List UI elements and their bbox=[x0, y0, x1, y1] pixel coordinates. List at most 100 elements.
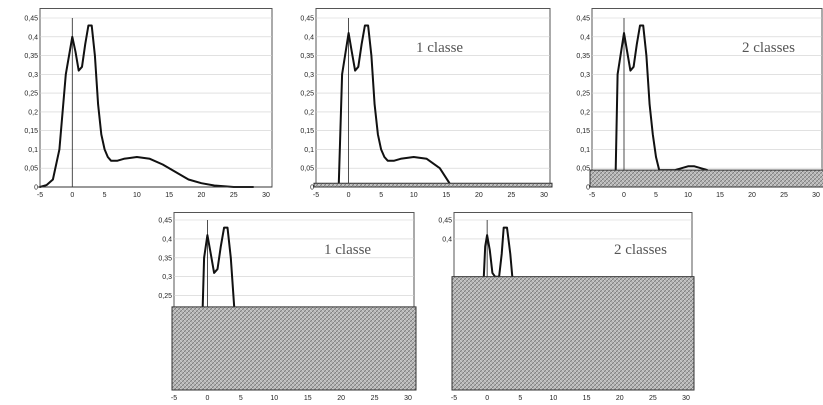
x-tick-label: 30 bbox=[262, 192, 270, 199]
y-tick-label: 0,2 bbox=[304, 109, 314, 116]
x-tick-label: -5 bbox=[171, 395, 177, 402]
y-tick-label: 0,15 bbox=[576, 128, 590, 135]
y-tick-label: 0,35 bbox=[576, 53, 590, 60]
x-tick-label: 20 bbox=[616, 395, 624, 402]
x-tick-label: 30 bbox=[812, 192, 820, 199]
y-tick-label: 0,35 bbox=[24, 53, 38, 60]
x-tick-label: -5 bbox=[589, 192, 595, 199]
x-tick-label: 10 bbox=[133, 192, 141, 199]
y-tick-label: 0,45 bbox=[300, 16, 314, 23]
x-tick-label: 5 bbox=[103, 192, 107, 199]
y-tick-label: 0,1 bbox=[304, 147, 314, 154]
y-tick-label: 0,3 bbox=[162, 274, 172, 281]
x-tick-label: 30 bbox=[404, 395, 412, 402]
panel-label: 2 classes bbox=[614, 242, 667, 258]
y-tick-label: 0 bbox=[586, 185, 590, 192]
y-tick-label: 0,25 bbox=[24, 91, 38, 98]
panel-top-left: 0 0,05 0,1 0,15 0,2 0,25 0,3 0,35 0,4 0,45 -5 0 5 10 1… bbox=[10, 8, 273, 205]
density-curve bbox=[614, 24, 709, 172]
x-tick-label: 30 bbox=[682, 395, 690, 402]
density-curve bbox=[337, 24, 451, 185]
x-tick-label: 5 bbox=[379, 192, 383, 199]
y-tick-label: 0,05 bbox=[576, 166, 590, 173]
x-tick-label: 15 bbox=[716, 192, 724, 199]
x-tick-label: 20 bbox=[337, 395, 345, 402]
density-curve bbox=[39, 24, 255, 188]
panel-top-middle: 0 0,05 0,1 0,15 0,2 0,25 0,3 0,35 0,4 0,45 -5 0 5 10 1… bbox=[286, 8, 553, 205]
x-tick-label: 15 bbox=[304, 395, 312, 402]
y-tick-label: 0,45 bbox=[24, 16, 38, 23]
x-tick-label: 0 bbox=[485, 395, 489, 402]
hatched-threshold-region bbox=[589, 169, 823, 188]
y-tick-label: 0,3 bbox=[28, 72, 38, 79]
y-tick-label: 0,4 bbox=[162, 236, 172, 243]
x-tick-label: 20 bbox=[198, 192, 206, 199]
x-tick-label: 0 bbox=[70, 192, 74, 199]
plot-frame bbox=[591, 8, 823, 188]
y-tick-label: 0,4 bbox=[28, 34, 38, 41]
y-tick-label: 0,45 bbox=[438, 218, 452, 225]
x-tick-label: 5 bbox=[518, 395, 522, 402]
y-tick-label: 0,4 bbox=[442, 236, 452, 243]
panel-label: 1 classe bbox=[416, 40, 463, 56]
y-tick-label: 0 bbox=[34, 185, 38, 192]
y-tick-label: 0,05 bbox=[24, 166, 38, 173]
x-tick-label: 0 bbox=[205, 395, 209, 402]
y-tick-label: 0,4 bbox=[304, 34, 314, 41]
x-tick-label: 25 bbox=[371, 395, 379, 402]
y-tick-label: 0,35 bbox=[300, 53, 314, 60]
y-tick-label: 0,05 bbox=[300, 166, 314, 173]
x-tick-label: -5 bbox=[313, 192, 319, 199]
chart-svg: 0,25 0,3 0,35 0,4 0,45 -5 0 5 10 15 20 25 30 1 classe bbox=[158, 212, 417, 402]
x-tick-label: 10 bbox=[410, 192, 418, 199]
y-tick-label: 0,1 bbox=[28, 147, 38, 154]
panel-bottom-left: 0,25 0,3 0,35 0,4 0,45 -5 0 5 10 15 20 25 30 1 classe bbox=[144, 212, 417, 405]
x-tick-label: 15 bbox=[165, 192, 173, 199]
x-tick-label: 15 bbox=[583, 395, 591, 402]
y-tick-label: 0,3 bbox=[580, 72, 590, 79]
y-tick-label: 0,1 bbox=[580, 147, 590, 154]
x-tick-label: 30 bbox=[540, 192, 548, 199]
y-tick-label: 0,45 bbox=[158, 218, 172, 225]
x-tick-label: 25 bbox=[508, 192, 516, 199]
y-tick-label: 0,15 bbox=[24, 128, 38, 135]
x-tick-label: 5 bbox=[239, 395, 243, 402]
x-tick-label: -5 bbox=[37, 192, 43, 199]
x-tick-label: 10 bbox=[550, 395, 558, 402]
y-tick-label: 0,2 bbox=[580, 109, 590, 116]
x-tick-label: 0 bbox=[347, 192, 351, 199]
y-tick-label: 0,4 bbox=[580, 34, 590, 41]
plot-frame bbox=[39, 8, 273, 188]
y-tick-label: 0,25 bbox=[300, 91, 314, 98]
panel-bottom-right: 0,4 0,45 -5 0 5 10 15 20 25 30 2 classes bbox=[424, 212, 695, 405]
x-tick-label: 5 bbox=[654, 192, 658, 199]
x-tick-label: 15 bbox=[442, 192, 450, 199]
y-tick-label: 0,2 bbox=[28, 109, 38, 116]
x-tick-label: -5 bbox=[451, 395, 457, 402]
y-tick-label: 0,15 bbox=[300, 128, 314, 135]
y-tick-label: 0,25 bbox=[158, 293, 172, 300]
x-tick-label: 25 bbox=[649, 395, 657, 402]
plot-frame bbox=[315, 8, 551, 188]
x-tick-label: 25 bbox=[780, 192, 788, 199]
y-tick-label: 0,45 bbox=[576, 16, 590, 23]
y-tick-label: 0,25 bbox=[576, 91, 590, 98]
hatched-threshold-region bbox=[171, 306, 417, 391]
chart-svg: 0,4 0,45 -5 0 5 10 15 20 25 30 2 classes bbox=[438, 212, 695, 402]
panel-top-right: 0 0,05 0,1 0,15 0,2 0,25 0,3 0,35 0,4 0,45 -5 0 5 10 1… bbox=[562, 8, 823, 205]
x-tick-label: 20 bbox=[475, 192, 483, 199]
y-tick-label: 0 bbox=[310, 185, 314, 192]
y-tick-label: 0,35 bbox=[158, 255, 172, 262]
x-tick-label: 10 bbox=[684, 192, 692, 199]
chart-svg: 00,050,10,150,20,250,30,350,40,45-5 0 5 10 1… bbox=[300, 8, 553, 199]
panel-label: 1 classe bbox=[324, 242, 371, 258]
hatched-threshold-region bbox=[451, 276, 695, 391]
y-tick-label: 0,3 bbox=[304, 72, 314, 79]
x-tick-label: 20 bbox=[748, 192, 756, 199]
x-tick-label: 0 bbox=[622, 192, 626, 199]
density-curve bbox=[201, 226, 236, 308]
panel-label: 2 classes bbox=[742, 40, 795, 56]
chart-svg: 00,050,10,150,20,250,30,350,40,45-5 0 5 10 1… bbox=[576, 8, 823, 199]
x-tick-label: 25 bbox=[230, 192, 238, 199]
x-tick-label: 10 bbox=[270, 395, 278, 402]
